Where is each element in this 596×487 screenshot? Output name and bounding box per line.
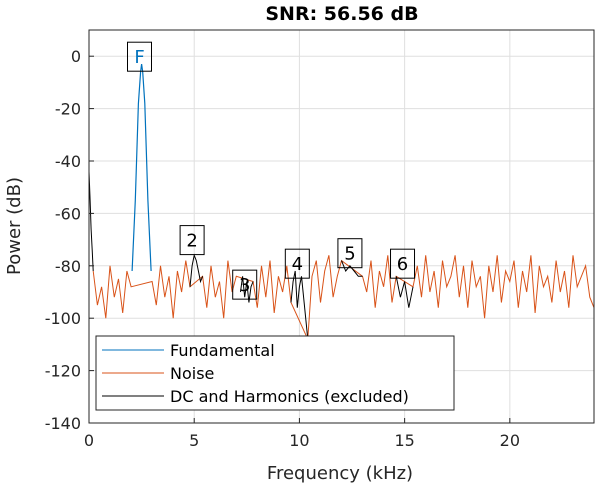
plot-area-border bbox=[88, 29, 595, 424]
x-tick-label-1: 5 bbox=[189, 431, 199, 450]
legend-label-noise: Noise bbox=[170, 364, 214, 383]
y-tick-label-3: -60 bbox=[55, 204, 81, 223]
marker-box-5 bbox=[337, 238, 363, 269]
y-tick-label-2: -40 bbox=[55, 152, 81, 171]
marker-box-4 bbox=[284, 248, 310, 279]
series-noise-line bbox=[92, 255, 595, 340]
series-harmonic-segment-2 bbox=[189, 253, 204, 287]
marker-label-4: 4 bbox=[292, 254, 303, 275]
x-axis-ticks: 0 5 10 15 20 bbox=[84, 418, 520, 450]
marker-label-2: 2 bbox=[186, 231, 197, 252]
y-tick-label-5: -100 bbox=[45, 309, 81, 328]
legend: Fundamental Noise DC and Harmonics (excl… bbox=[95, 335, 455, 411]
series-harmonic-segment-5 bbox=[341, 260, 363, 277]
x-tick-label-4: 20 bbox=[500, 431, 520, 450]
legend-label-fundamental: Fundamental bbox=[170, 341, 275, 360]
x-tick-label-2: 10 bbox=[289, 431, 309, 450]
series-fundamental-line bbox=[131, 64, 152, 272]
y-tick-label-7: -140 bbox=[45, 414, 81, 433]
y-tick-label-0: 0 bbox=[71, 47, 81, 66]
series-harmonic-segment-6 bbox=[395, 276, 414, 308]
y-tick-label-4: -80 bbox=[55, 257, 81, 276]
y-tick-label-6: -120 bbox=[45, 362, 81, 381]
harmonic-markers: F 2 3 4 5 6 bbox=[127, 41, 416, 300]
marker-box-F bbox=[127, 41, 152, 72]
y-tick-label-1: -20 bbox=[55, 100, 81, 119]
series-layer bbox=[88, 64, 595, 340]
x-tick-label-3: 15 bbox=[394, 431, 414, 450]
marker-box-6 bbox=[390, 248, 416, 279]
chart-title: SNR: 56.56 dB bbox=[265, 3, 418, 25]
marker-label-5: 5 bbox=[344, 244, 355, 265]
y-axis-ticks: 0 -20 -40 -60 -80 -100 -120 -140 bbox=[45, 47, 94, 433]
legend-label-harmonics: DC and Harmonics (excluded) bbox=[170, 387, 409, 406]
x-tick-label-0: 0 bbox=[84, 431, 94, 450]
marker-label-F: F bbox=[134, 47, 144, 68]
marker-label-6: 6 bbox=[397, 254, 408, 275]
x-axis-label: Frequency (kHz) bbox=[267, 463, 413, 484]
marker-box-3 bbox=[232, 269, 258, 300]
series-dc-line bbox=[88, 171, 94, 272]
marker-label-3: 3 bbox=[239, 275, 250, 296]
series-harmonic-segment-3 bbox=[240, 276, 254, 303]
y-axis-label: Power (dB) bbox=[4, 177, 25, 275]
marker-box-2 bbox=[179, 225, 205, 256]
